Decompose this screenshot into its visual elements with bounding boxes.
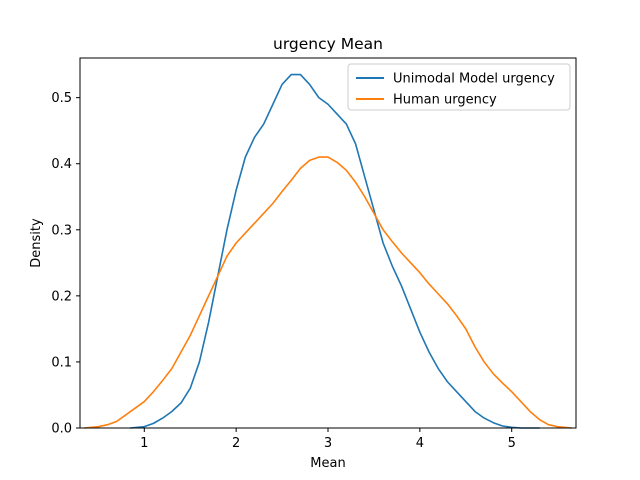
y-tick-label: 0.2 [51,289,72,304]
y-axis: 0.0 0.1 0.2 0.3 0.4 0.5 [51,91,80,437]
series-line-0 [129,73,541,429]
legend-label-1: Human urgency [393,93,497,108]
legend: Unimodal Model urgency Human urgency [347,63,571,111]
y-tick-label: 0.1 [51,355,72,370]
chart-title: urgency Mean [273,35,383,53]
x-tick-label: 5 [508,436,516,451]
y-axis-label: Density [29,218,44,268]
legend-box [347,63,571,111]
y-tick-label: 0.4 [51,157,72,172]
x-tick-label: 2 [232,436,240,451]
y-tick-label: 0.3 [51,223,72,238]
series-line-1 [83,156,573,429]
plot-area [83,73,573,429]
y-tick-label: 0.5 [51,91,72,106]
y-tick-label: 0.0 [51,422,72,437]
x-tick-label: 1 [140,436,148,451]
x-tick-label: 4 [416,436,424,451]
x-axis-label: Mean [310,456,345,471]
legend-label-0: Unimodal Model urgency [393,72,555,87]
x-axis: 1 2 3 4 5 [140,428,516,451]
x-tick-label: 3 [324,436,332,451]
